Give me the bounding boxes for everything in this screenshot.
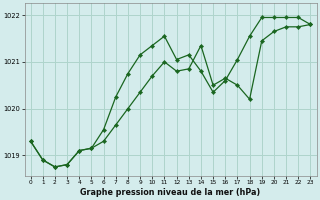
X-axis label: Graphe pression niveau de la mer (hPa): Graphe pression niveau de la mer (hPa) bbox=[80, 188, 261, 197]
